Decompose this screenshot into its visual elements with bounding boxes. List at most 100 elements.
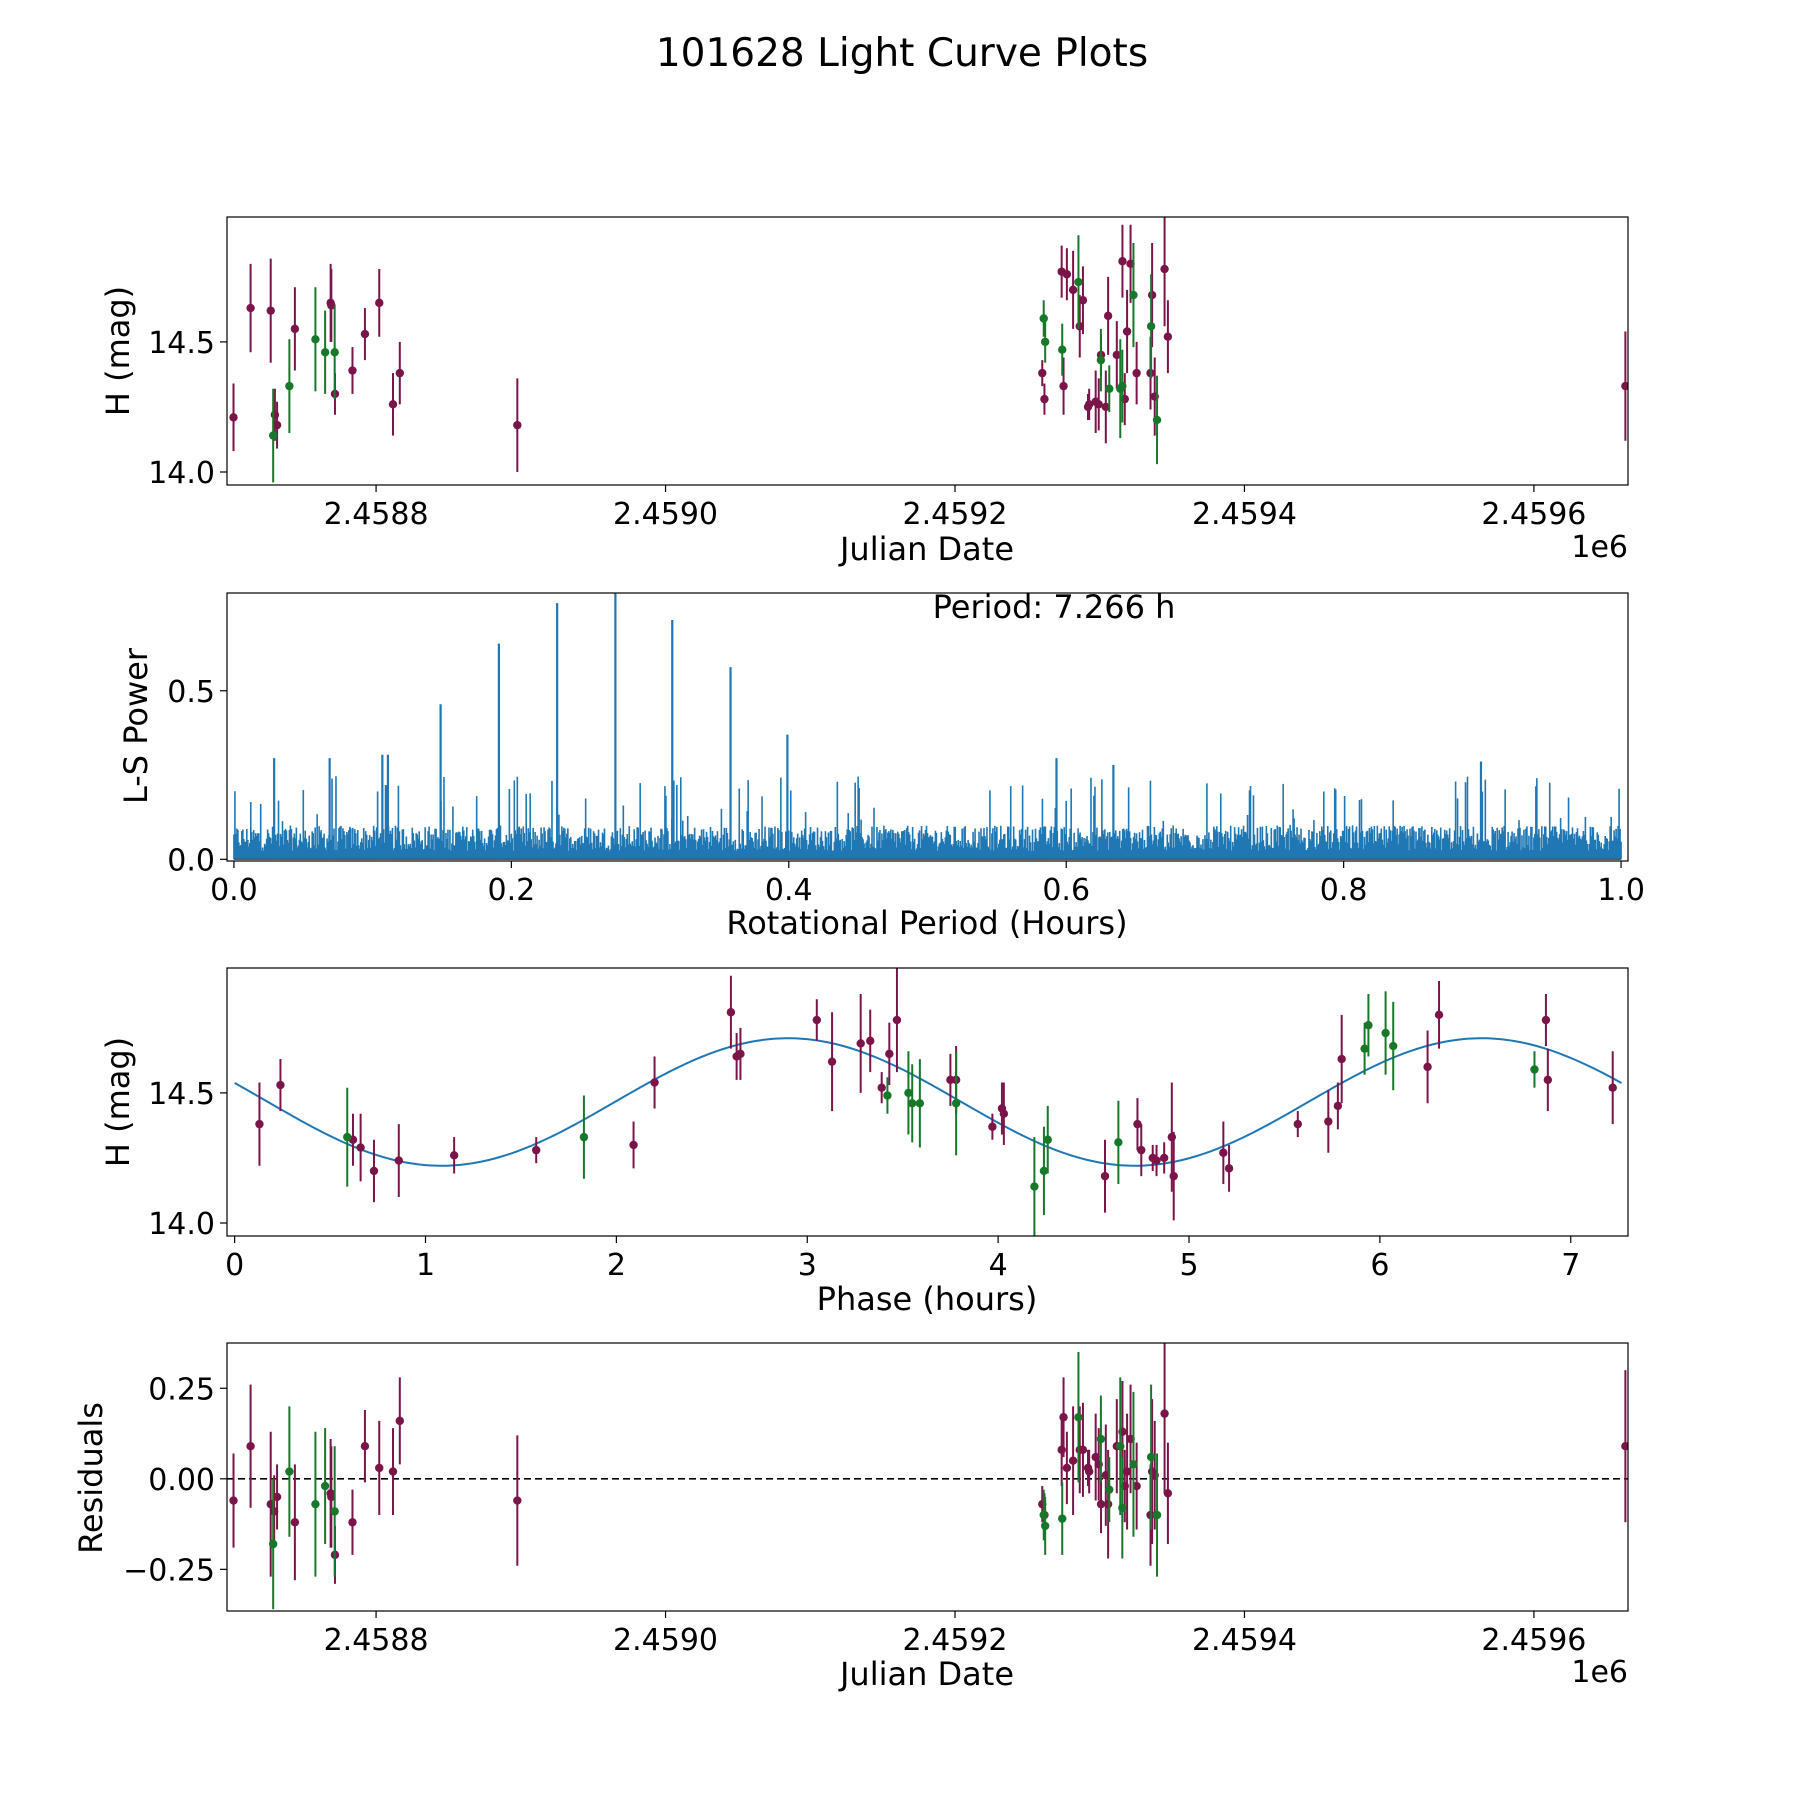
- lightcurve-point-zr: [1147, 290, 1157, 300]
- residuals-point-zg: [1129, 1460, 1138, 1469]
- lightcurve-point-zr: [1078, 296, 1088, 305]
- residuals-point-zg: [1105, 1485, 1114, 1494]
- phased-ticks: 0 1 2 3 4 5 6 7 14.0 14.5: [148, 1077, 1580, 1283]
- lightcurve-point-zr: [513, 420, 522, 430]
- phased-point-zg: [908, 1099, 917, 1108]
- lightcurve-panel: H (mag) Julian Date 1e6 2.4588 2.4590 2.45…: [99, 216, 1629, 568]
- residuals-point-zr: [1062, 1463, 1072, 1473]
- periodogram-peaks: [273, 593, 1483, 860]
- lightcurve-point-zg: [268, 431, 278, 440]
- residuals-point-zr: [1160, 1409, 1169, 1418]
- lightcurve-point-zr: [1084, 400, 1094, 409]
- phased-point-zg: [904, 1088, 913, 1098]
- residuals-point-zr: [1078, 1445, 1088, 1455]
- phased-point-zr: [1337, 1054, 1346, 1064]
- phased-xtick-label: 1: [416, 1248, 435, 1283]
- phased-point-zr: [629, 1140, 638, 1150]
- lightcurve-point-zr: [1122, 327, 1132, 336]
- phased-point-zg: [1030, 1182, 1039, 1191]
- residuals-point-zg: [1058, 1514, 1067, 1523]
- phased-xtick-label: 3: [798, 1248, 817, 1283]
- residuals-xtick-label: 2.4596: [1481, 1623, 1586, 1658]
- residuals-xlabel: Julian Date: [838, 1655, 1014, 1693]
- lightcurve-point-zr: [388, 400, 398, 409]
- phased-point-zr: [1159, 1153, 1169, 1163]
- phased-xlabel: Phase (hours): [817, 1280, 1038, 1318]
- lightcurve-point-zg: [1058, 345, 1067, 354]
- phased-point-zr: [877, 1083, 886, 1092]
- residuals-point-zr: [1057, 1445, 1066, 1455]
- residuals-point-zg: [320, 1481, 330, 1491]
- lightcurve-point-zg: [1118, 381, 1127, 391]
- periodogram-frame: [226, 592, 1629, 862]
- phased-point-zr: [1434, 1010, 1444, 1020]
- periodogram-panel: L-S Power Rotational Period (Hours) Peri…: [117, 588, 1645, 942]
- phased-point-zg: [1043, 1135, 1052, 1144]
- lightcurve-point-zg: [311, 335, 320, 344]
- phased-point-zr: [1219, 1148, 1228, 1157]
- phased-xtick-label: 4: [989, 1248, 1008, 1283]
- lightcurve-xlabel: Julian Date: [838, 530, 1014, 568]
- lightcurve-point-zr: [266, 306, 275, 315]
- phased-point-zr: [812, 1015, 821, 1025]
- lightcurve-point-zg: [1105, 384, 1114, 393]
- lightcurve-point-zr: [360, 329, 370, 339]
- phased-point-zr: [1333, 1101, 1343, 1111]
- periodogram-xtick-label: 0.8: [1320, 873, 1368, 908]
- residuals-points: [229, 1343, 1628, 1610]
- lightcurve-offset-text: 1e6: [1571, 530, 1628, 565]
- phased-point-zr: [532, 1145, 541, 1155]
- phased-point-zg: [915, 1099, 925, 1108]
- lightcurve-point-zr: [395, 368, 405, 378]
- residuals-point-zg: [1040, 1521, 1050, 1531]
- periodogram-xtick-label: 1.0: [1597, 873, 1645, 908]
- phased-point-zr: [356, 1143, 365, 1152]
- residuals-point-zr: [290, 1518, 300, 1527]
- phased-point-zr: [1608, 1083, 1617, 1092]
- phased-ytick-label: 14.0: [148, 1207, 215, 1242]
- phased-point-zr: [1423, 1062, 1432, 1072]
- lightcurve-ylabel: H (mag): [99, 286, 137, 416]
- phased-xtick-label: 0: [225, 1248, 244, 1283]
- residuals-point-zr: [1122, 1467, 1132, 1476]
- figure-title: 101628 Light Curve Plots: [656, 31, 1148, 76]
- residuals-xtick-label: 2.4594: [1192, 1623, 1297, 1658]
- phased-point-zg: [1364, 1021, 1373, 1030]
- lightcurve-point-zr: [1132, 368, 1141, 378]
- phased-xtick-label: 5: [1179, 1248, 1198, 1283]
- residuals-point-zr: [1621, 1442, 1628, 1451]
- residuals-point-zr: [1096, 1499, 1106, 1509]
- phased-point-zg: [1039, 1166, 1049, 1176]
- phased-point-zg: [1389, 1041, 1398, 1051]
- residuals-point-zg: [1152, 1510, 1162, 1520]
- phased-xtick-label: 2: [607, 1248, 626, 1283]
- period-annotation: Period: 7.266 h: [933, 588, 1176, 626]
- phased-xtick-label: 7: [1561, 1248, 1580, 1283]
- periodogram-xtick-label: 0.2: [488, 873, 536, 908]
- residuals-point-zr: [272, 1492, 282, 1502]
- lightcurve-point-zr: [1103, 311, 1113, 321]
- residuals-point-zg: [1116, 1442, 1125, 1451]
- lightcurve-point-zg: [285, 381, 294, 391]
- lightcurve-point-zr: [327, 301, 336, 310]
- lightcurve-xtick-label: 2.4594: [1192, 497, 1297, 532]
- lightcurve-point-zr: [1163, 332, 1173, 341]
- periodogram-ylabel: L-S Power: [117, 647, 155, 804]
- phased-ylabel: H (mag): [99, 1037, 137, 1167]
- phased-point-zr: [1324, 1117, 1333, 1126]
- residuals-point-zg: [1146, 1452, 1156, 1462]
- residuals-point-zr: [360, 1442, 370, 1451]
- lightcurve-points: [229, 217, 1628, 483]
- residuals-point-zr: [1068, 1456, 1078, 1465]
- lightcurve-point-zr: [1118, 257, 1127, 266]
- residuals-point-zr: [1163, 1489, 1173, 1498]
- phased-point-zr: [892, 1015, 902, 1025]
- residuals-point-zr: [348, 1518, 357, 1527]
- lightcurve-point-zr: [1621, 381, 1628, 391]
- lightcurve-point-zr: [246, 303, 255, 313]
- residuals-point-zr: [1132, 1481, 1141, 1491]
- lightcurve-xtick-label: 2.4592: [903, 497, 1008, 532]
- phased-point-zr: [650, 1078, 659, 1087]
- residuals-offset-text: 1e6: [1571, 1655, 1628, 1690]
